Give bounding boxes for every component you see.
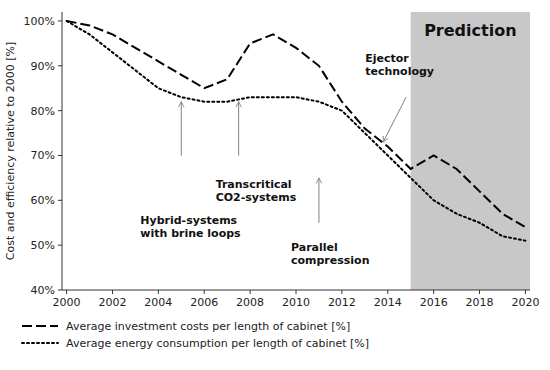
annotation-line: compression: [291, 254, 370, 267]
x-tick-label: 2006: [190, 296, 218, 309]
legend-swatch: [22, 342, 58, 344]
legend-label: Average investment costs per length of c…: [66, 320, 350, 333]
prediction-label: Prediction: [424, 21, 516, 40]
series-line: [67, 21, 526, 227]
y-tick: [58, 155, 62, 156]
x-tick-label: 2020: [511, 296, 539, 309]
x-tick-label: 2010: [282, 296, 310, 309]
y-tick-label: 90%: [31, 60, 55, 73]
y-tick-label: 40%: [31, 284, 55, 297]
prediction-region: [411, 12, 530, 290]
x-tick-label: 2008: [236, 296, 264, 309]
y-axis-label: Cost and efficiency relative to 2000 [%]: [4, 42, 17, 261]
x-tick-label: 2018: [466, 296, 494, 309]
y-tick: [58, 20, 62, 21]
x-tick: [341, 290, 342, 294]
annotation-line: Parallel: [291, 241, 338, 254]
x-tick-label: 2012: [328, 296, 356, 309]
x-tick-label: 2014: [374, 296, 402, 309]
annotation-line: CO2-systems: [216, 191, 297, 204]
annotation-line: with brine loops: [140, 227, 241, 240]
x-tick: [66, 290, 67, 294]
x-tick: [112, 290, 113, 294]
y-tick: [58, 290, 62, 291]
annotation-text: Hybrid-systemswith brine loops: [140, 214, 241, 240]
annotation-line: Transcritical: [216, 178, 292, 191]
legend-swatch: [22, 325, 58, 327]
chart: 40% 50% 60% 70% 80% 90% 100% 2000 2002 2004 2006 20…: [0, 0, 550, 370]
legend: Average investment costs per length of c…: [22, 320, 369, 350]
x-tick: [250, 290, 251, 294]
annotation-line: Ejector: [365, 52, 409, 65]
plot-area: [67, 12, 530, 290]
annotation-text: Ejectortechnology: [365, 52, 434, 78]
x-tick-label: 2016: [420, 296, 448, 309]
y-tick-label: 100%: [24, 15, 55, 28]
y-tick: [58, 245, 62, 246]
y-tick: [58, 65, 62, 66]
annotation-text: TranscriticalCO2-systems: [216, 178, 297, 204]
y-tick-label: 50%: [31, 239, 55, 252]
y-tick-label: 60%: [31, 194, 55, 207]
annotation-text: Parallelcompression: [291, 241, 370, 267]
annotation-arrow: [318, 178, 319, 223]
y-axis-line: [62, 12, 63, 290]
series-line: [67, 21, 526, 241]
annotation-arrow: [181, 102, 182, 156]
y-tick: [58, 200, 62, 201]
x-tick: [479, 290, 480, 294]
annotation-arrow: [238, 102, 239, 156]
x-tick-label: 2002: [98, 296, 126, 309]
x-tick: [387, 290, 388, 294]
annotation-line: technology: [365, 65, 434, 78]
x-tick-label: 2000: [53, 296, 81, 309]
x-tick: [525, 290, 526, 294]
x-tick: [158, 290, 159, 294]
annotation-arrow: [383, 97, 406, 142]
x-tick: [433, 290, 434, 294]
annotation-line: Hybrid-systems: [140, 214, 237, 227]
x-tick-label: 2004: [144, 296, 172, 309]
x-tick: [204, 290, 205, 294]
x-tick: [296, 290, 297, 294]
y-tick-label: 70%: [31, 149, 55, 162]
y-tick: [58, 110, 62, 111]
legend-label: Average energy consumption per length of…: [66, 337, 369, 350]
y-tick-label: 80%: [31, 105, 55, 118]
